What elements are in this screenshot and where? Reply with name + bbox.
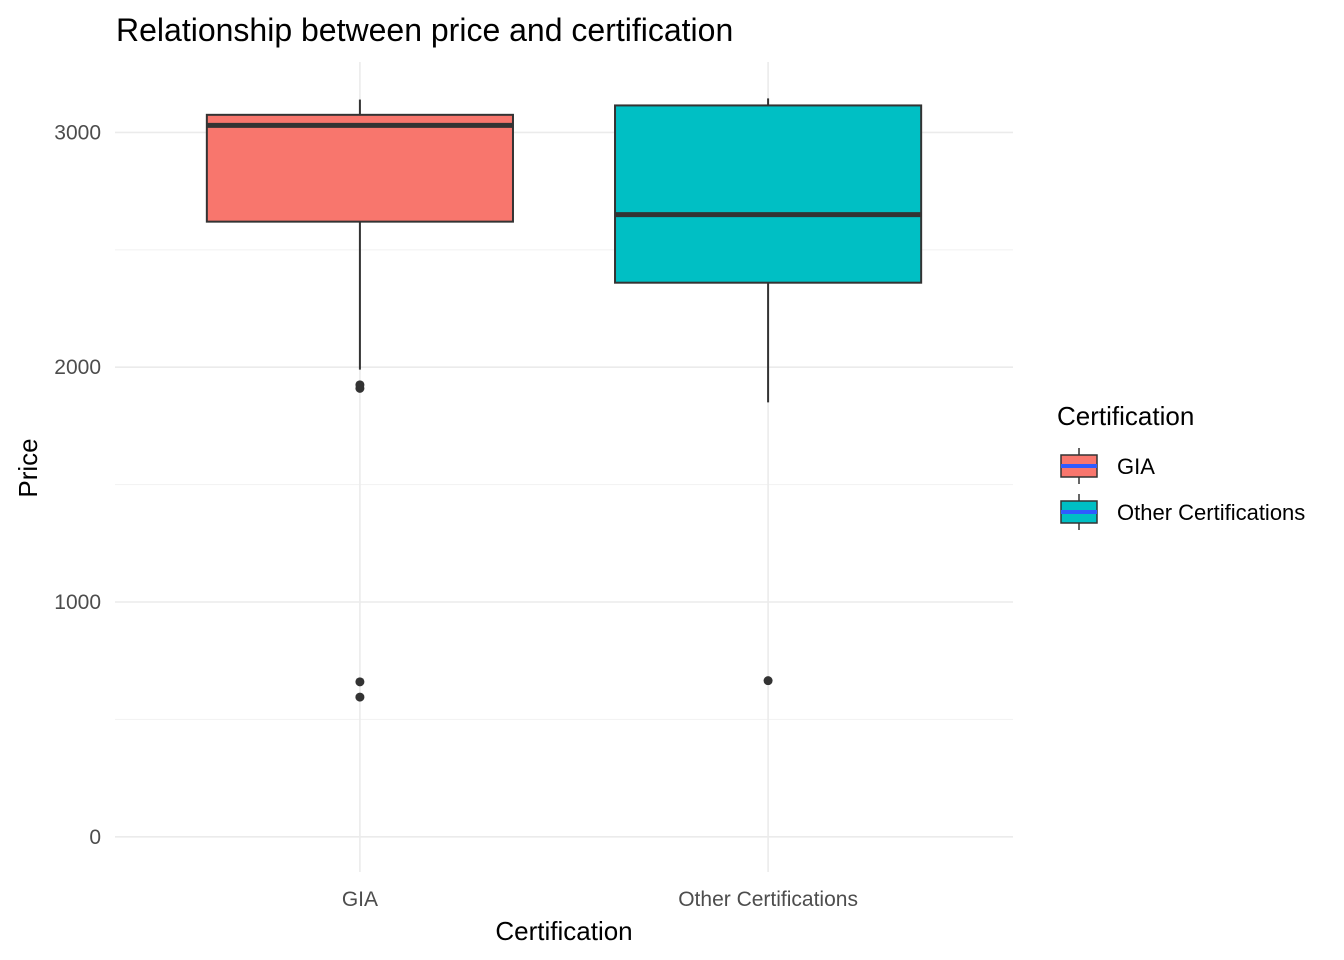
legend-item: GIA <box>1060 448 1155 484</box>
y-tick-label: 0 <box>89 826 101 849</box>
legend: Certification GIA Other Certifications <box>1057 401 1305 530</box>
box-other-certifications <box>614 98 923 686</box>
x-tick-label: Other Certifications <box>678 888 858 911</box>
y-tick-label: 2000 <box>54 356 101 379</box>
y-tick-label: 3000 <box>54 121 101 144</box>
box-gia <box>205 99 514 702</box>
legend-label: Other Certifications <box>1117 500 1305 525</box>
box-iqr <box>205 113 514 223</box>
y-axis-label: Price <box>13 438 43 497</box>
legend-label: GIA <box>1117 454 1155 479</box>
y-axis-ticks: 0 1000 2000 3000 <box>54 121 101 848</box>
x-tick-label: GIA <box>342 888 378 911</box>
x-axis-label: Certification <box>495 916 632 946</box>
x-axis-ticks: GIA Other Certifications <box>342 888 858 911</box>
y-tick-label: 1000 <box>54 591 101 614</box>
outlier-point <box>355 380 365 390</box>
box-iqr <box>614 104 923 284</box>
outlier-point <box>763 676 773 686</box>
legend-title: Certification <box>1057 401 1194 431</box>
chart-title: Relationship between price and certifica… <box>116 12 733 48</box>
outlier-point <box>355 677 365 687</box>
outlier-point <box>355 692 365 702</box>
legend-item: Other Certifications <box>1060 494 1305 530</box>
boxes <box>205 98 923 702</box>
